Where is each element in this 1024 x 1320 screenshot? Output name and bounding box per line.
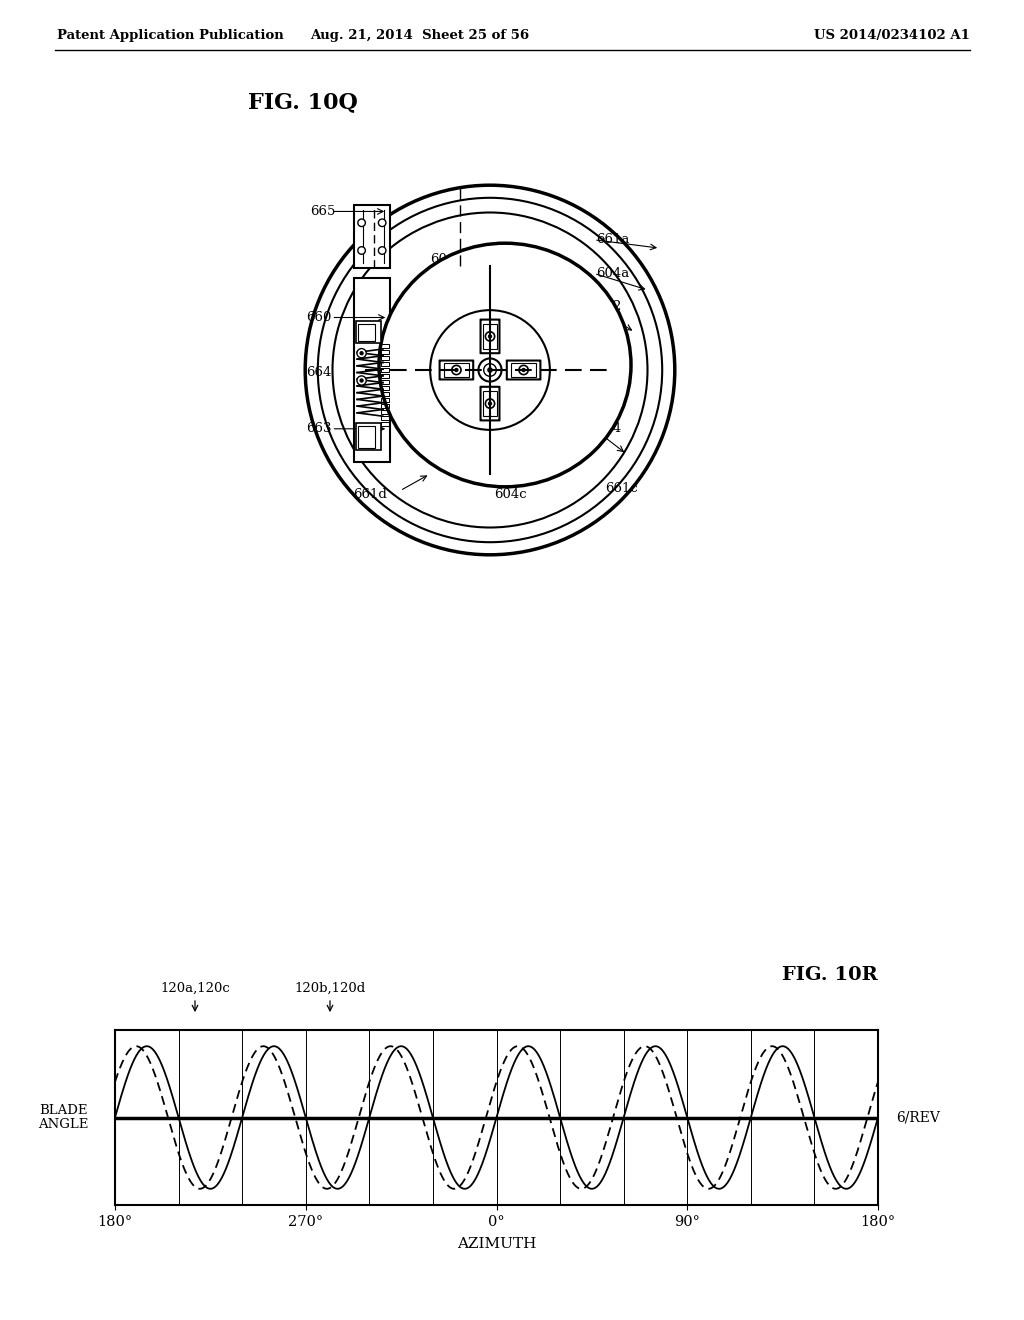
Bar: [381, 404, 389, 408]
Bar: [353, 205, 390, 268]
Text: 661d: 661d: [353, 488, 387, 502]
Circle shape: [485, 399, 495, 408]
Circle shape: [357, 376, 367, 385]
Text: 6/REV: 6/REV: [896, 1110, 940, 1125]
Circle shape: [379, 247, 386, 255]
X-axis label: AZIMUTH: AZIMUTH: [457, 1237, 537, 1251]
Text: 604b: 604b: [596, 383, 630, 396]
Text: 604: 604: [596, 422, 622, 436]
Bar: [381, 380, 389, 384]
Text: 661c: 661c: [605, 482, 638, 495]
Bar: [443, 363, 469, 378]
Circle shape: [357, 219, 366, 227]
Text: Aug. 21, 2014  Sheet 25 of 56: Aug. 21, 2014 Sheet 25 of 56: [310, 29, 529, 41]
Circle shape: [379, 219, 386, 227]
Text: US 2014/0234102 A1: US 2014/0234102 A1: [814, 29, 970, 41]
Text: 662: 662: [596, 301, 622, 314]
Bar: [381, 343, 389, 347]
Bar: [381, 385, 389, 389]
Text: 660: 660: [306, 312, 332, 323]
Text: 604c: 604c: [494, 488, 526, 502]
Circle shape: [455, 368, 458, 371]
Circle shape: [452, 366, 461, 375]
Text: 120a,120c: 120a,120c: [160, 982, 229, 994]
Bar: [381, 409, 389, 413]
Text: FIG. 10R: FIG. 10R: [782, 966, 878, 983]
Circle shape: [519, 366, 528, 375]
Bar: [381, 421, 389, 425]
Bar: [381, 392, 389, 396]
Circle shape: [357, 247, 366, 255]
FancyBboxPatch shape: [507, 360, 541, 379]
Circle shape: [522, 368, 525, 371]
Bar: [381, 367, 389, 372]
FancyBboxPatch shape: [439, 360, 473, 379]
Ellipse shape: [305, 185, 675, 554]
Bar: [381, 355, 389, 360]
Bar: [482, 323, 498, 348]
Circle shape: [357, 348, 367, 358]
Text: 661a: 661a: [596, 234, 630, 247]
Text: 664: 664: [306, 366, 332, 379]
Text: 661b: 661b: [596, 348, 630, 362]
Text: 604d: 604d: [430, 253, 464, 267]
Bar: [353, 279, 390, 462]
Bar: [381, 374, 389, 378]
FancyBboxPatch shape: [480, 387, 500, 420]
Ellipse shape: [379, 243, 631, 487]
Circle shape: [483, 364, 497, 376]
Circle shape: [488, 403, 492, 405]
Circle shape: [485, 331, 495, 341]
Circle shape: [488, 335, 492, 338]
Text: 663: 663: [306, 422, 332, 436]
Circle shape: [360, 379, 364, 381]
Bar: [355, 321, 381, 343]
FancyBboxPatch shape: [390, 271, 590, 470]
Text: BLADE
ANGLE: BLADE ANGLE: [38, 1104, 88, 1131]
Bar: [381, 416, 389, 420]
Text: FIG. 10Q: FIG. 10Q: [248, 91, 357, 114]
Bar: [482, 391, 498, 416]
Bar: [511, 363, 537, 378]
Text: 120b,120d: 120b,120d: [294, 982, 366, 994]
Circle shape: [487, 368, 493, 372]
FancyBboxPatch shape: [480, 319, 500, 354]
Text: Patent Application Publication: Patent Application Publication: [57, 29, 284, 41]
Bar: [357, 325, 376, 341]
Circle shape: [478, 359, 502, 381]
Bar: [381, 397, 389, 401]
Text: 604a: 604a: [596, 267, 630, 280]
Bar: [355, 422, 381, 450]
Text: 665: 665: [310, 205, 336, 218]
Bar: [381, 362, 389, 366]
Bar: [357, 426, 376, 447]
Circle shape: [360, 351, 364, 355]
Bar: [381, 350, 389, 354]
Circle shape: [430, 310, 550, 430]
